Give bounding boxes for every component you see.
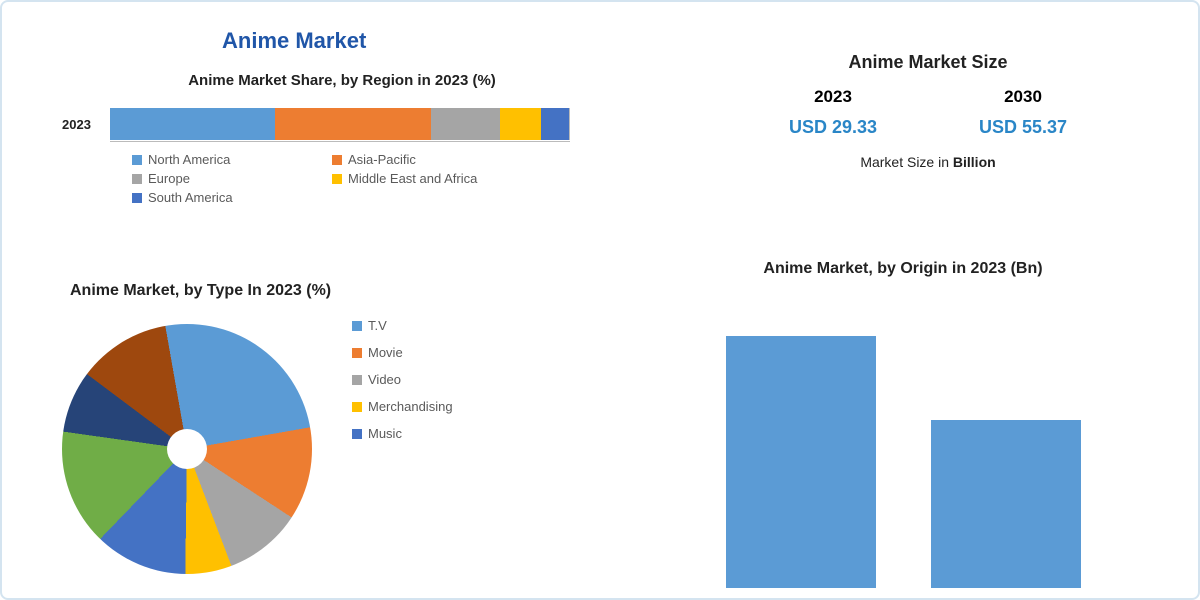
origin-bar-chart: Anime Market, by Origin in 2023 (Bn) (668, 260, 1138, 588)
legend-item: Europe (132, 171, 332, 186)
region-segment (500, 108, 541, 140)
legend-swatch (132, 155, 142, 165)
region-stacked-bar (110, 108, 570, 140)
market-size-title: Anime Market Size (738, 52, 1118, 73)
region-segment (541, 108, 569, 140)
legend-swatch (352, 348, 362, 358)
market-size-year-2030: 2030 (1004, 87, 1042, 107)
legend-swatch (332, 155, 342, 165)
type-pie-chart: Anime Market, by Type In 2023 (%) T.V Mov… (62, 282, 622, 574)
legend-swatch (132, 193, 142, 203)
legend-item: T.V (352, 318, 453, 333)
region-bar-row: 2023 (62, 107, 622, 141)
legend-label: Middle East and Africa (348, 171, 477, 186)
legend-item: South America (132, 190, 332, 205)
region-legend: North America Asia-Pacific Europe Middle Ea… (132, 152, 622, 205)
legend-swatch (352, 402, 362, 412)
legend-swatch (332, 174, 342, 184)
origin-chart-title: Anime Market, by Origin in 2023 (Bn) (668, 260, 1138, 278)
region-year-label: 2023 (62, 117, 110, 132)
legend-label: T.V (368, 318, 387, 333)
origin-bar (726, 336, 876, 588)
legend-label: North America (148, 152, 230, 167)
region-segment (275, 108, 431, 140)
market-size-value-2023: USD 29.33 (789, 117, 877, 138)
market-size-values: USD 29.33 USD 55.37 (738, 117, 1118, 138)
market-size-note: Market Size in Billion (738, 154, 1118, 170)
origin-bar (931, 420, 1081, 588)
legend-swatch (352, 375, 362, 385)
legend-label: Asia-Pacific (348, 152, 416, 167)
legend-item: North America (132, 152, 332, 167)
legend-label: South America (148, 190, 233, 205)
legend-label: Video (368, 372, 401, 387)
legend-label: Merchandising (368, 399, 453, 414)
legend-item: Middle East and Africa (332, 171, 552, 186)
type-legend: T.V Movie Video Merchandising Music (352, 318, 453, 441)
market-size-years: 2023 2030 (738, 87, 1118, 107)
legend-label: Europe (148, 171, 190, 186)
legend-label: Movie (368, 345, 403, 360)
region-share-chart: Anime Market Share, by Region in 2023 (%… (62, 72, 622, 205)
legend-label: Music (368, 426, 402, 441)
legend-swatch (352, 429, 362, 439)
legend-swatch (132, 174, 142, 184)
legend-item: Asia-Pacific (332, 152, 552, 167)
region-segment (431, 108, 500, 140)
market-size-block: Anime Market Size 2023 2030 USD 29.33 US… (738, 52, 1118, 170)
pie-center-dot (167, 429, 207, 469)
market-size-note-prefix: Market Size in (860, 154, 953, 170)
market-size-value-2030: USD 55.37 (979, 117, 1067, 138)
legend-item: Merchandising (352, 399, 453, 414)
market-size-note-unit: Billion (953, 154, 996, 170)
region-segment (110, 108, 275, 140)
pie-container (62, 314, 312, 574)
legend-swatch (352, 321, 362, 331)
market-size-year-2023: 2023 (814, 87, 852, 107)
legend-item: Movie (352, 345, 453, 360)
region-chart-title: Anime Market Share, by Region in 2023 (%… (62, 72, 622, 89)
type-chart-title: Anime Market, by Type In 2023 (%) (70, 282, 622, 300)
region-axis (110, 141, 570, 142)
origin-bars-area (668, 308, 1138, 588)
legend-item: Music (352, 426, 453, 441)
legend-item: Video (352, 372, 453, 387)
page-title: Anime Market (222, 28, 366, 54)
